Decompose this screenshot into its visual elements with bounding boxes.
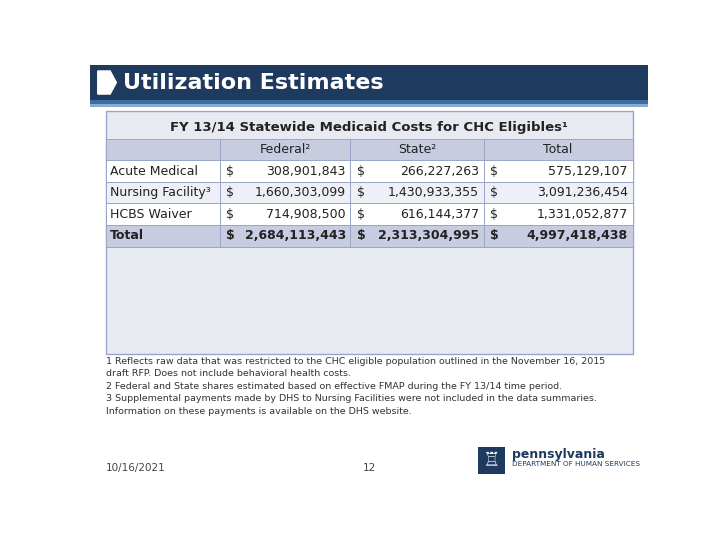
Text: 1 Reflects raw data that was restricted to the CHC eligible population outlined : 1 Reflects raw data that was restricted … [106, 356, 605, 416]
Text: ♖: ♖ [482, 451, 500, 470]
Text: Utilization Estimates: Utilization Estimates [122, 72, 383, 92]
Text: 616,144,377: 616,144,377 [400, 208, 479, 221]
Bar [351, 225, 484, 247]
Text: 1,331,052,877: 1,331,052,877 [536, 208, 628, 221]
Text: pennsylvania: pennsylvania [512, 448, 605, 461]
Bar [484, 160, 632, 182]
Bar [106, 204, 220, 225]
Text: HCBS Waiver: HCBS Waiver [110, 208, 192, 221]
Text: 12: 12 [362, 463, 376, 473]
Text: 714,908,500: 714,908,500 [266, 208, 346, 221]
Text: $: $ [226, 165, 235, 178]
Text: $: $ [356, 186, 364, 199]
Text: 308,901,843: 308,901,843 [266, 165, 346, 178]
Bar [220, 182, 351, 204]
Text: 2,684,113,443: 2,684,113,443 [245, 230, 346, 242]
Text: 10/16/2021: 10/16/2021 [106, 463, 166, 473]
Text: 575,129,107: 575,129,107 [549, 165, 628, 178]
Text: $: $ [490, 165, 498, 178]
Text: $: $ [356, 165, 364, 178]
Text: $: $ [226, 186, 235, 199]
Text: Federal²: Federal² [260, 143, 311, 156]
Bar [351, 182, 484, 204]
Text: Total: Total [544, 143, 573, 156]
Text: 1,660,303,099: 1,660,303,099 [255, 186, 346, 199]
Text: State²: State² [398, 143, 436, 156]
Text: $: $ [356, 208, 364, 221]
Bar [90, 100, 648, 104]
Bar [220, 160, 351, 182]
Bar [484, 225, 632, 247]
Bar [220, 204, 351, 225]
Bar [484, 204, 632, 225]
Bar [351, 139, 484, 160]
Text: Nursing Facility³: Nursing Facility³ [110, 186, 211, 199]
Bar [220, 139, 351, 160]
Text: $: $ [226, 230, 235, 242]
Text: DEPARTMENT OF HUMAN SERVICES: DEPARTMENT OF HUMAN SERVICES [512, 461, 639, 468]
Text: $: $ [490, 230, 499, 242]
Text: $: $ [490, 208, 498, 221]
Bar [351, 160, 484, 182]
Text: FY 13/14 Statewide Medicaid Costs for CHC Eligibles¹: FY 13/14 Statewide Medicaid Costs for CH… [170, 122, 568, 134]
Bar [484, 139, 632, 160]
Text: 3,091,236,454: 3,091,236,454 [537, 186, 628, 199]
FancyBboxPatch shape [106, 111, 632, 354]
Polygon shape [98, 71, 117, 94]
Text: 2,313,304,995: 2,313,304,995 [378, 230, 479, 242]
Bar [90, 104, 648, 107]
Bar [220, 225, 351, 247]
Bar [106, 139, 220, 160]
Text: 266,227,263: 266,227,263 [400, 165, 479, 178]
Text: Acute Medical: Acute Medical [110, 165, 198, 178]
Text: Total: Total [110, 230, 144, 242]
Bar [106, 225, 220, 247]
Bar [106, 160, 220, 182]
Text: $: $ [356, 230, 365, 242]
Text: 1,430,933,355: 1,430,933,355 [388, 186, 479, 199]
Bar [106, 182, 220, 204]
Bar [484, 182, 632, 204]
Text: $: $ [226, 208, 235, 221]
Bar [90, 65, 648, 100]
Bar [477, 447, 505, 475]
Bar [351, 204, 484, 225]
Text: $: $ [490, 186, 498, 199]
Text: 4,997,418,438: 4,997,418,438 [527, 230, 628, 242]
